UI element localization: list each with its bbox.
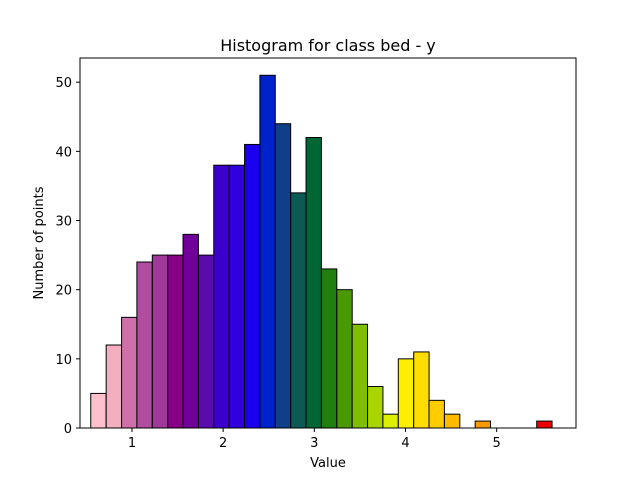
x-tick-label: 5 — [493, 436, 501, 451]
histogram-bar — [121, 316, 138, 429]
histogram-bar — [367, 386, 384, 429]
x-tick-label: 1 — [128, 436, 136, 451]
histogram-bar — [151, 254, 169, 429]
x-tick-label: 3 — [310, 436, 318, 451]
histogram-bar — [428, 399, 445, 429]
y-tick-label: 30 — [55, 215, 72, 230]
histogram-bar — [167, 254, 184, 429]
y-tick-label: 20 — [55, 284, 72, 299]
y-axis-label: Number of points — [32, 186, 47, 299]
histogram-bar — [336, 289, 353, 429]
histogram-bar — [90, 392, 107, 429]
histogram-bar — [536, 420, 553, 429]
histogram-bar — [105, 344, 123, 429]
histogram-bar — [351, 323, 369, 429]
plot-frame — [79, 57, 577, 429]
x-tick-label: 4 — [401, 436, 409, 451]
histogram-bar — [397, 358, 415, 429]
histogram-bar — [474, 420, 492, 429]
histogram-bar — [136, 261, 153, 429]
chart-title: Histogram for class bed - y — [220, 36, 436, 55]
histogram-bar — [290, 192, 307, 429]
histogram-bar — [320, 268, 338, 429]
y-axis-ticks: 0 10 20 30 40 50 — [55, 76, 80, 437]
x-axis-ticks: 1 2 3 4 5 — [128, 428, 501, 451]
histogram-bar — [274, 123, 292, 429]
y-tick-label: 50 — [55, 76, 72, 91]
histogram-bar — [259, 74, 276, 429]
histogram-bar — [413, 351, 430, 429]
y-tick-label: 40 — [55, 145, 72, 160]
histogram-bar — [213, 164, 230, 429]
y-tick-label: 0 — [64, 422, 72, 437]
x-tick-label: 2 — [219, 436, 227, 451]
x-axis-label: Value — [310, 456, 346, 471]
histogram-bar — [382, 413, 399, 429]
histogram-bar — [443, 413, 461, 429]
histogram-bar — [182, 233, 199, 429]
histogram-bar — [305, 137, 322, 429]
y-tick-label: 10 — [55, 353, 72, 368]
histogram-bar — [228, 164, 246, 429]
histogram-bar — [244, 143, 261, 429]
histogram-bar — [197, 254, 215, 429]
